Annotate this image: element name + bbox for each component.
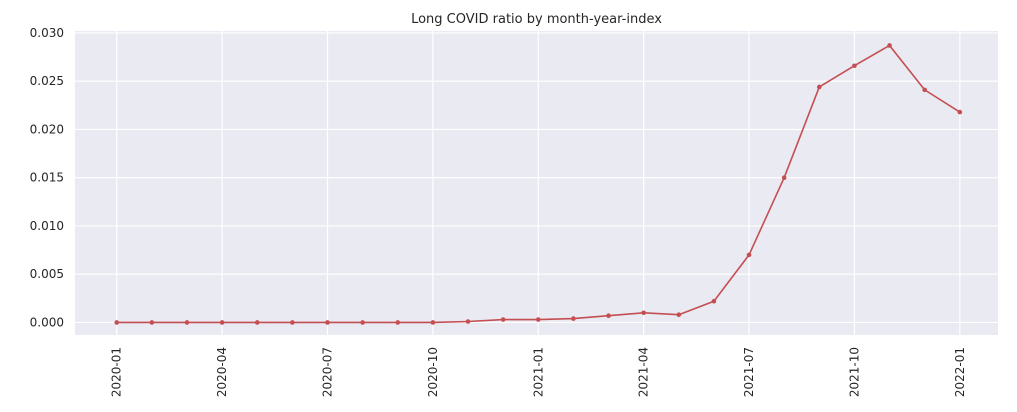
data-point [676, 312, 682, 318]
y-tick-label: 0.015 [30, 171, 64, 185]
data-point [430, 320, 436, 325]
data-point [500, 317, 506, 322]
data-point [114, 320, 120, 325]
data-point [711, 298, 717, 304]
data-point [465, 319, 471, 324]
plot-area [75, 31, 998, 335]
chart-title: Long COVID ratio by month-year-index [411, 12, 662, 27]
data-point [606, 313, 611, 318]
x-tick-label: 2022-01 [953, 347, 967, 397]
data-point [325, 320, 330, 325]
x-tick-label: 2021-07 [742, 347, 756, 397]
y-tick-label: 0.025 [30, 74, 64, 88]
series-layer [114, 43, 963, 325]
data-point [535, 317, 541, 322]
x-axis: 2020-01 2020-04 2020-07 2020-10 2021-01 2021-… [110, 347, 967, 397]
data-point [149, 320, 155, 325]
x-tick-label: 2021-10 [847, 347, 861, 397]
data-point [184, 320, 190, 325]
y-tick-label: 0.020 [30, 122, 64, 136]
y-tick-label: 0.005 [30, 267, 64, 281]
data-point [571, 316, 576, 321]
data-point [816, 84, 822, 90]
data-point [360, 320, 365, 325]
data-point [290, 320, 295, 325]
x-tick-label: 2020-10 [426, 347, 440, 397]
data-point [887, 43, 892, 48]
data-point [395, 320, 401, 325]
data-point [922, 87, 927, 93]
x-tick-label: 2020-07 [320, 347, 334, 397]
data-point [781, 175, 787, 180]
y-tick-label: 0.000 [30, 315, 64, 329]
data-point [746, 252, 752, 258]
data-point [852, 63, 857, 69]
y-tick-label: 0.010 [30, 219, 64, 233]
data-point [957, 109, 963, 115]
x-tick-label: 2020-04 [215, 347, 229, 397]
x-tick-label: 2021-04 [637, 347, 651, 397]
data-point [254, 320, 260, 325]
grid-lines [75, 31, 998, 335]
y-axis: 0.000 0.005 0.010 0.015 0.020 0.025 0.030 [30, 26, 64, 330]
data-point [219, 320, 225, 325]
data-point [641, 310, 646, 316]
x-tick-label: 2020-01 [110, 347, 124, 397]
x-tick-label: 2021-01 [531, 347, 545, 397]
y-tick-label: 0.030 [30, 26, 64, 40]
